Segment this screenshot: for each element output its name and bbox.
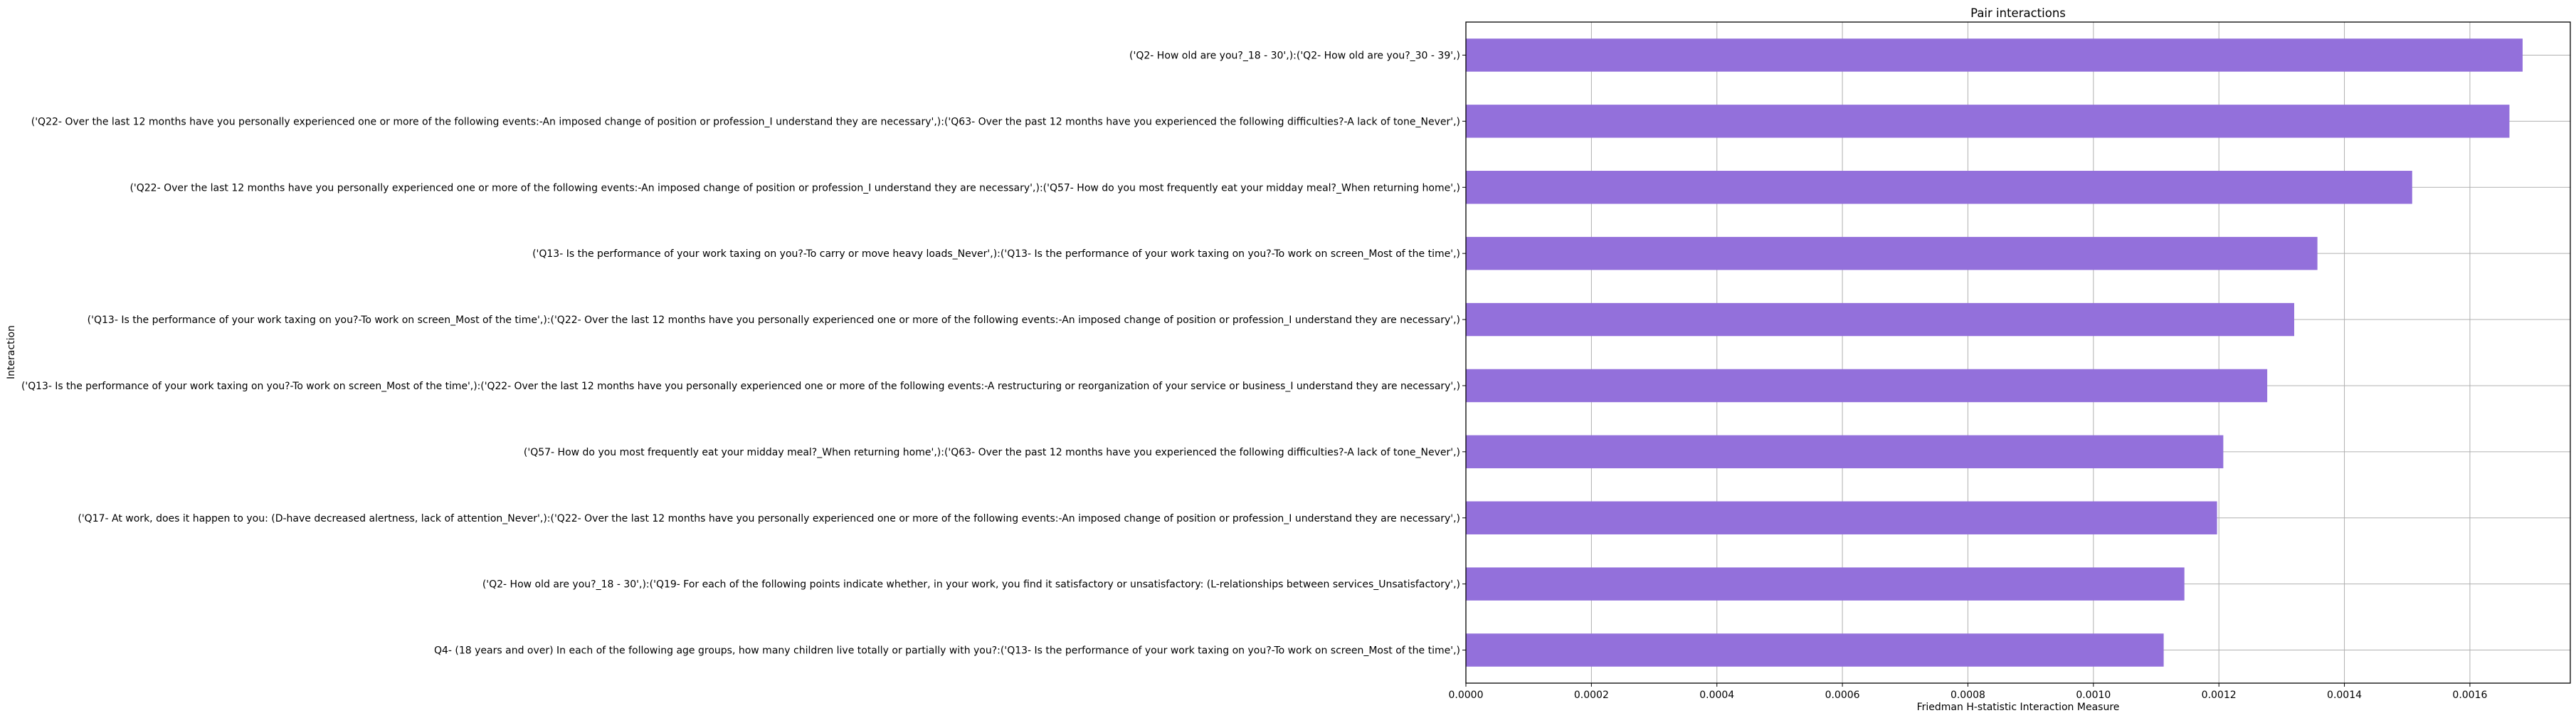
- bar: [1466, 633, 2164, 667]
- x-axis-title: Friedman H-statistic Interaction Measure: [1917, 702, 2120, 713]
- x-tick-label: 0.0014: [2327, 690, 2362, 701]
- x-tick-label: 0.0016: [2452, 690, 2487, 701]
- bar: [1466, 435, 2224, 469]
- y-category-label: ('Q13- Is the performance of your work t…: [21, 381, 1460, 392]
- chart-title: Pair interactions: [1970, 6, 2066, 20]
- y-category-label: ('Q2- How old are you?_18 - 30',):('Q2- …: [1129, 50, 1460, 61]
- x-tick-label: 0.0010: [2076, 690, 2111, 701]
- bar-group: [1466, 38, 2523, 667]
- x-tick-label: 0.0006: [1825, 690, 1860, 701]
- y-axis-labels: ('Q2- How old are you?_18 - 30',):('Q2- …: [21, 50, 1466, 657]
- y-category-label: ('Q17- At work, does it happen to you: (…: [78, 513, 1460, 524]
- y-category-label: ('Q57- How do you most frequently eat yo…: [524, 447, 1460, 458]
- bar: [1466, 38, 2523, 72]
- bar: [1466, 302, 2294, 337]
- y-axis-title: Interaction: [6, 325, 17, 379]
- x-tick-label: 0.0008: [1951, 690, 1985, 701]
- bar: [1466, 567, 2185, 601]
- bar: [1466, 171, 2412, 204]
- y-category-label: ('Q13- Is the performance of your work t…: [88, 315, 1460, 326]
- x-tick-label: 0.0000: [1449, 690, 1484, 701]
- x-tick-label: 0.0012: [2202, 690, 2237, 701]
- y-category-label: Q4- (18 years and over) In each of the f…: [434, 645, 1460, 657]
- y-category-label: ('Q2- How old are you?_18 - 30',):('Q19-…: [482, 579, 1460, 591]
- bar: [1466, 105, 2510, 138]
- x-tick-label: 0.0002: [1574, 690, 1609, 701]
- plot-frame: [1465, 21, 2571, 684]
- y-category-label: ('Q22- Over the last 12 months have you …: [130, 182, 1460, 194]
- bar: [1466, 369, 2268, 403]
- bar: [1466, 236, 2318, 270]
- x-tick-label: 0.0004: [1699, 690, 1734, 701]
- y-category-label: ('Q22- Over the last 12 months have you …: [31, 116, 1460, 127]
- y-category-label: ('Q13- Is the performance of your work t…: [532, 248, 1460, 260]
- bar: [1466, 501, 2217, 534]
- x-axis-ticks: 0.0000 0.0002 0.0004 0.0006 0.0008 0.0010 0.00…: [1449, 683, 2487, 701]
